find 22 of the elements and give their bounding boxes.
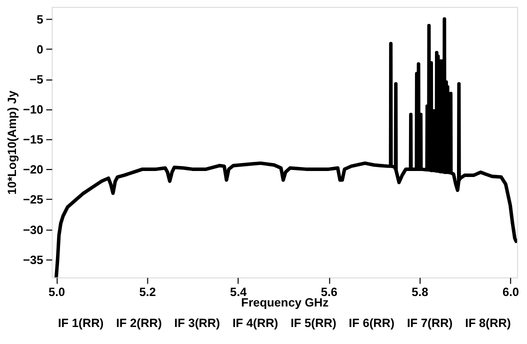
y-tick-label: −20 [23, 162, 44, 177]
y-tick-label: −10 [23, 102, 44, 117]
y-tick-label: −30 [23, 222, 44, 237]
x-tick-label: 5.8 [412, 284, 429, 299]
y-tick-label: −5 [30, 72, 44, 87]
x-tick-label: 5.2 [139, 284, 156, 299]
y-tick-label: 5 [36, 12, 44, 26]
text: IF 5(RR) [290, 316, 336, 330]
text: IF 3(RR) [174, 316, 220, 330]
x-tick-label: 6.0 [502, 284, 520, 299]
y-axis-title: 10*Log10(Amp) Jy [5, 90, 20, 195]
y-tick-label: −25 [23, 192, 44, 207]
text: IF 6(RR) [348, 316, 395, 330]
x-tick-label: 5.0 [48, 284, 66, 299]
text: IF 1(RR) [58, 316, 104, 330]
text: IF 2(RR) [116, 316, 162, 330]
text: IF 8(RR) [465, 316, 511, 330]
y-tick-label: −15 [23, 132, 44, 147]
text: IF 7(RR) [406, 316, 453, 330]
text: IF 4(RR) [232, 316, 278, 330]
y-tick-label: 0 [36, 42, 44, 56]
y-tick-label: −35 [23, 252, 44, 267]
